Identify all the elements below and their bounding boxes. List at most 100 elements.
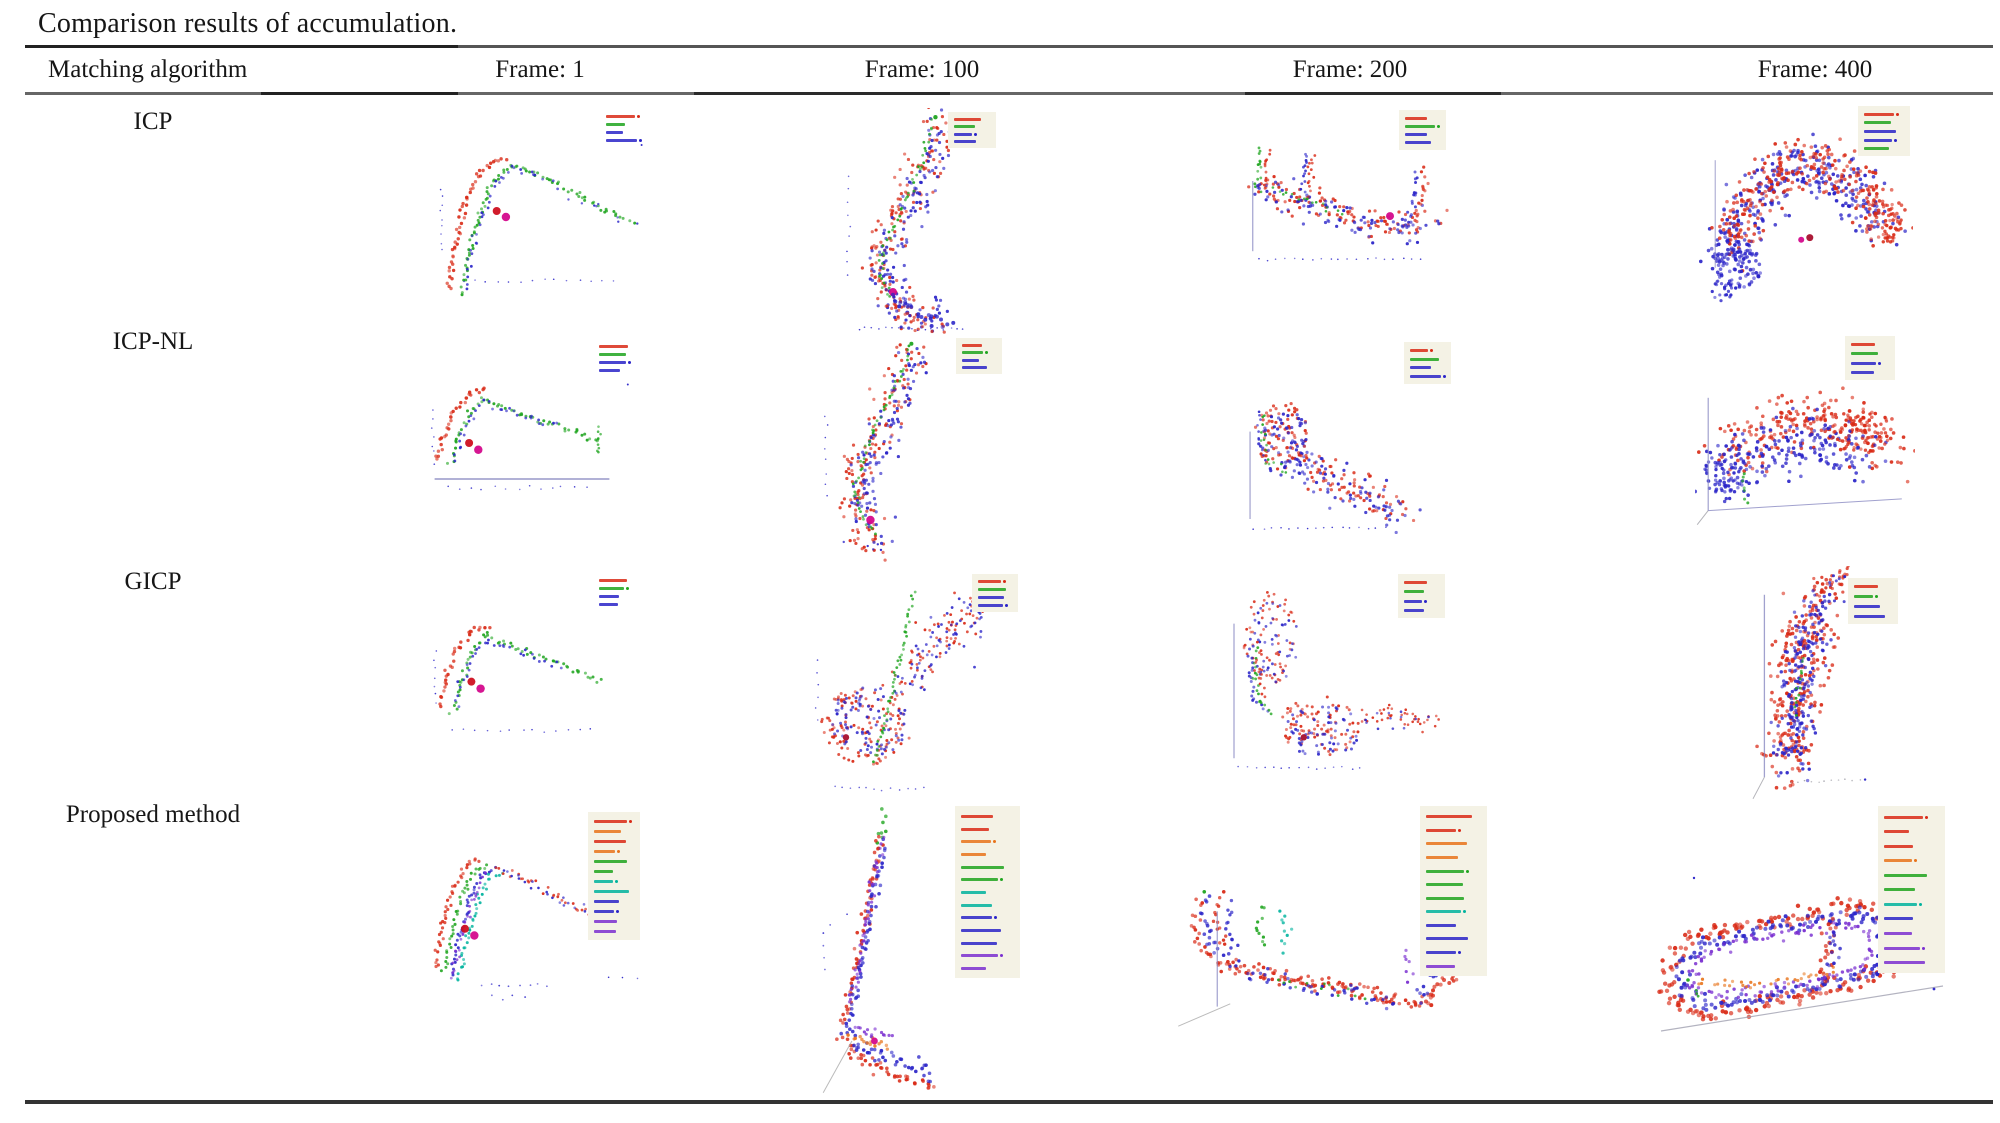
legend-entry xyxy=(1884,868,1940,883)
legend-entry xyxy=(594,866,635,876)
legend-entry xyxy=(961,835,1015,848)
figure-gicp-frame-1 xyxy=(430,568,660,800)
legend-proposed-frame-400 xyxy=(1878,806,1945,973)
legend-entry xyxy=(1884,897,1940,912)
legend-entry xyxy=(962,349,997,356)
legend-entry xyxy=(1426,864,1482,878)
figure-icpnl-frame-400 xyxy=(1695,332,1915,567)
legend-gicp-frame-100 xyxy=(972,574,1018,612)
legend-entry xyxy=(1426,824,1482,838)
figure-icpnl-frame-200 xyxy=(1235,335,1450,565)
legend-entry xyxy=(1864,119,1905,128)
legend-entry xyxy=(594,816,635,826)
legend-entry xyxy=(1405,122,1441,130)
legend-entry xyxy=(961,899,1015,912)
legend-entry xyxy=(1405,131,1441,139)
legend-entry xyxy=(954,131,991,138)
legend-entry xyxy=(599,601,636,609)
legend-entry xyxy=(1426,851,1482,865)
legend-entry xyxy=(594,876,635,886)
legend-entry xyxy=(962,357,997,364)
legend-proposed-frame-100 xyxy=(955,806,1020,978)
legend-entry xyxy=(961,886,1015,899)
legend-entry xyxy=(599,593,636,601)
legend-entry xyxy=(1884,912,1940,927)
legend-entry xyxy=(1426,919,1482,933)
header-frame-400: Frame: 400 xyxy=(1757,56,1873,83)
figure-proposed-frame-400 xyxy=(1655,800,1955,1100)
legend-entry xyxy=(1405,114,1441,122)
legend-entry xyxy=(1410,364,1446,373)
legend-entry xyxy=(606,137,643,145)
legend-entry xyxy=(962,364,997,371)
rule-bottom xyxy=(25,1100,1993,1104)
legend-entry xyxy=(1854,602,1893,612)
legend-entry xyxy=(1884,926,1940,941)
legend-entry xyxy=(1426,891,1482,905)
legend-entry xyxy=(961,810,1015,823)
legend-entry xyxy=(599,350,636,358)
legend-proposed-frame-1 xyxy=(588,812,640,940)
legend-icpnl-frame-1 xyxy=(593,338,641,378)
legend-entry xyxy=(599,367,636,375)
legend-entry xyxy=(599,584,636,592)
legend-entry xyxy=(1854,582,1893,592)
legend-entry xyxy=(1426,878,1482,892)
legend-entry xyxy=(594,846,635,856)
legend-entry xyxy=(1851,349,1890,358)
header-frame-1: Frame: 1 xyxy=(495,56,585,83)
legend-icp-frame-200 xyxy=(1399,110,1446,150)
legend-entry xyxy=(978,578,1013,586)
legend-entry xyxy=(1851,368,1890,377)
legend-entry xyxy=(1884,941,1940,956)
legend-entry xyxy=(606,120,643,128)
legend-entry xyxy=(1426,810,1482,824)
legend-entry xyxy=(599,342,636,350)
legend-entry xyxy=(1884,825,1940,840)
figure-proposed-frame-200 xyxy=(1175,805,1500,1085)
legend-entry xyxy=(1426,837,1482,851)
header-matching-algorithm: Matching algorithm xyxy=(48,56,248,83)
legend-entry xyxy=(594,856,635,866)
legend-entry xyxy=(961,924,1015,937)
legend-entry xyxy=(1426,932,1482,946)
figure-gicp-frame-400 xyxy=(1715,566,1905,806)
legend-entry xyxy=(1426,946,1482,960)
figure-icp-frame-400 xyxy=(1698,100,1913,315)
rule-top xyxy=(25,45,1993,48)
legend-entry xyxy=(1404,606,1440,615)
legend-entry xyxy=(594,917,635,927)
legend-gicp-frame-400 xyxy=(1848,578,1898,624)
figure-icp-frame-1 xyxy=(430,105,660,305)
legend-icpnl-frame-400 xyxy=(1845,336,1895,380)
legend-entry xyxy=(978,594,1013,602)
legend-entry xyxy=(961,962,1015,975)
legend-entry xyxy=(1404,597,1440,606)
rule-header xyxy=(25,92,1993,95)
legend-entry xyxy=(1864,144,1905,153)
legend-entry xyxy=(594,836,635,846)
legend-entry xyxy=(961,950,1015,963)
legend-entry xyxy=(978,601,1013,609)
legend-entry xyxy=(1426,959,1482,973)
legend-icp-frame-400 xyxy=(1858,106,1910,156)
figure-gicp-frame-200 xyxy=(1225,568,1450,800)
header-frame-200: Frame: 200 xyxy=(1292,56,1408,83)
figure-icp-frame-100 xyxy=(830,108,1015,338)
legend-entry xyxy=(594,897,635,907)
legend-icp-frame-100 xyxy=(948,112,996,148)
legend-entry xyxy=(1854,611,1893,621)
legend-entry xyxy=(1864,110,1905,119)
legend-entry xyxy=(1410,372,1446,381)
legend-entry xyxy=(954,116,991,123)
legend-entry xyxy=(1864,127,1905,136)
row-label-proposed-method: Proposed method xyxy=(65,801,241,828)
figure-icpnl-frame-1 xyxy=(430,335,660,560)
legend-entry xyxy=(1854,592,1893,602)
legend-entry xyxy=(606,129,643,137)
legend-entry xyxy=(978,586,1013,594)
legend-icpnl-frame-100 xyxy=(956,338,1002,374)
legend-entry xyxy=(962,342,997,349)
legend-entry xyxy=(1884,883,1940,898)
